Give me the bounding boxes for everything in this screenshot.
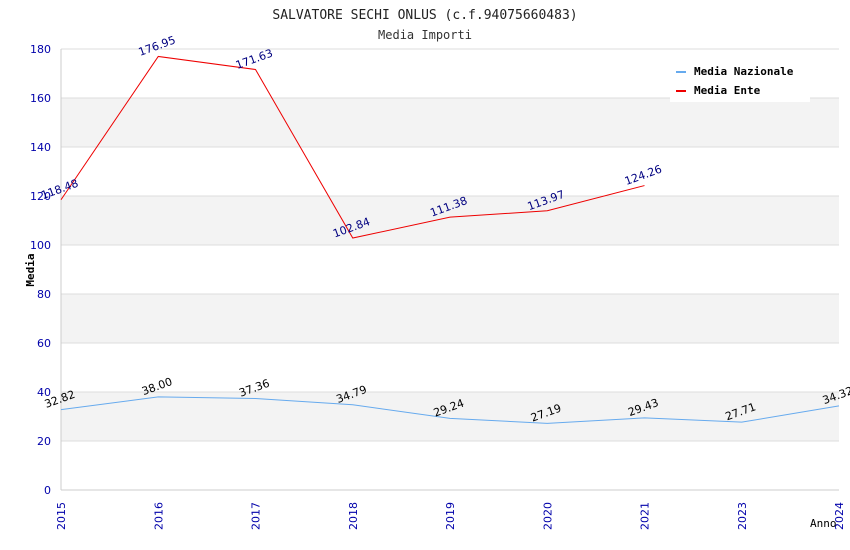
x-tick-labels: 2015 2016 2017 2018 2019 2020 2021 2023 2024 xyxy=(55,502,846,530)
y-tick-label: 0 xyxy=(44,484,51,497)
y-tick-label: 80 xyxy=(37,288,51,301)
y-tick-label: 40 xyxy=(37,386,51,399)
y-tick-label: 180 xyxy=(30,43,51,56)
series-line-media-nazionale xyxy=(60,396,840,424)
data-label: 171.63 xyxy=(234,47,275,72)
chart-title: SALVATORE SECHI ONLUS (c.f.94075660483) xyxy=(272,8,577,23)
y-tick-label: 20 xyxy=(37,435,51,448)
series-line-media-ente xyxy=(60,55,645,239)
x-tick-label: 2016 xyxy=(152,502,165,530)
x-tick-label: 2021 xyxy=(639,502,652,530)
x-axis-label: Anno xyxy=(810,517,837,530)
legend-label-media-nazionale: Media Nazionale xyxy=(694,65,794,78)
y-tick-label: 120 xyxy=(30,190,51,203)
x-tick-label: 2024 xyxy=(833,502,846,530)
y-tick-label: 60 xyxy=(37,337,51,350)
grid-band xyxy=(61,294,839,343)
axes xyxy=(60,48,839,491)
chart-subtitle: Media Importi xyxy=(378,28,472,42)
y-tick-label: 100 xyxy=(30,239,51,252)
data-label: 176.95 xyxy=(137,33,178,58)
data-label: 124.26 xyxy=(623,163,664,188)
x-tick-label: 2015 xyxy=(55,502,68,530)
series-lines xyxy=(60,55,840,424)
legend-label-media-ente: Media Ente xyxy=(694,84,761,97)
legend-box xyxy=(670,60,810,102)
y-tick-label: 140 xyxy=(30,141,51,154)
x-tick-label: 2018 xyxy=(347,502,360,530)
grid-bands xyxy=(61,98,839,441)
x-tick-label: 2020 xyxy=(541,502,554,530)
y-tick-labels: 0 20 40 60 80 100 120 140 160 180 xyxy=(30,43,51,497)
legend: Media Nazionale Media Ente xyxy=(670,60,810,102)
y-axis-label: Media xyxy=(24,253,37,286)
grid-band xyxy=(61,196,839,245)
grid-band xyxy=(61,98,839,147)
grid-band xyxy=(61,392,839,441)
x-tick-label: 2017 xyxy=(250,502,263,530)
y-tick-label: 160 xyxy=(30,92,51,105)
x-tick-label: 2019 xyxy=(444,502,457,530)
x-tick-label: 2023 xyxy=(736,502,749,530)
